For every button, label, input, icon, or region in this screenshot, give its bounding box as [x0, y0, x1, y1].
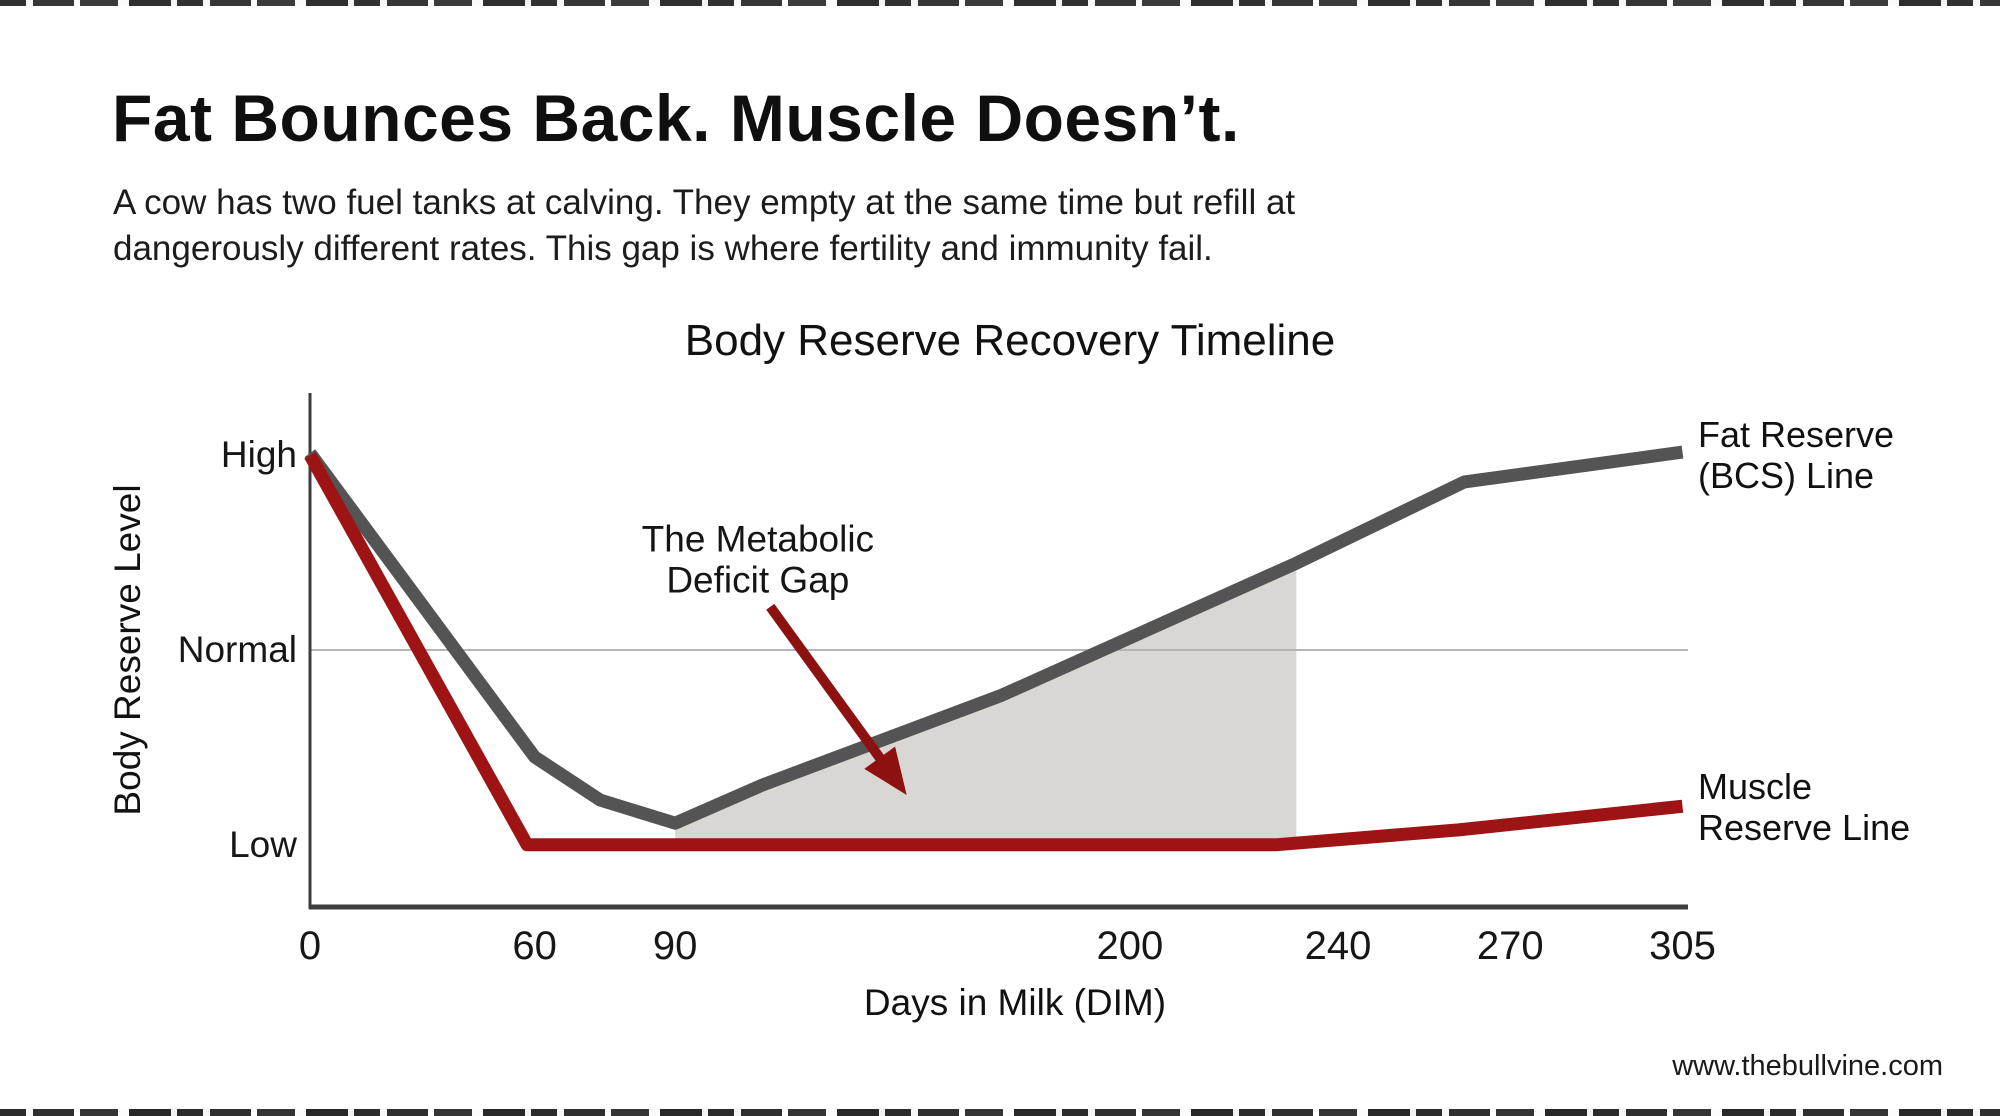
- website-url: www.thebullvine.com: [1672, 1050, 1943, 1082]
- legend-fat-line-2: (BCS) Line: [1698, 455, 1875, 497]
- legend-fat-reserve: Fat Reserve (BCS) Line: [1698, 414, 1894, 496]
- subtitle-line-2: dangerously different rates. This gap is…: [113, 229, 1213, 269]
- x-tick-label-90: 90: [652, 924, 698, 968]
- y-tick-label-normal: Normal: [177, 629, 297, 670]
- deficit-gap-label-line-2: Deficit Gap: [666, 559, 850, 601]
- x-tick-label-0: 0: [298, 924, 322, 968]
- annotation-arrow-head: [864, 746, 907, 795]
- deficit-gap-annotation: The Metabolic Deficit Gap: [642, 519, 874, 600]
- x-tick-label-305: 305: [1649, 924, 1716, 968]
- legend-muscle-line-1: Muscle: [1698, 766, 1813, 807]
- x-tick-label-60: 60: [512, 924, 557, 968]
- x-tick-label-240: 240: [1304, 924, 1372, 968]
- deficit-gap-label-line-1: The Metabolic: [641, 518, 875, 560]
- x-axis-title: Days in Milk (DIM): [863, 982, 1167, 1023]
- page-title: Fat Bounces Back. Muscle Doesn’t.: [112, 81, 1240, 155]
- y-tick-label-low: Low: [229, 823, 297, 865]
- cropped-text-artifact-bottom: [0, 1109, 2000, 1116]
- annotation-arrow-shaft: [766, 603, 896, 778]
- series-line-fat: [304, 445, 1684, 830]
- x-tick-label-200: 200: [1096, 924, 1164, 968]
- legend-muscle-reserve: Muscle Reserve Line: [1698, 766, 1910, 848]
- y-tick-label-high: High: [220, 434, 297, 476]
- series-line-muscle: [304, 452, 1684, 852]
- page-subtitle: A cow has two fuel tanks at calving. The…: [113, 180, 1295, 272]
- cropped-text-artifact-top: [0, 0, 2000, 6]
- subtitle-line-1: A cow has two fuel tanks at calving. The…: [113, 183, 1296, 222]
- legend-muscle-line-2: Reserve Line: [1698, 807, 1911, 849]
- x-tick-label-270: 270: [1476, 924, 1544, 968]
- chart-title: Body Reserve Recovery Timeline: [684, 316, 1336, 365]
- legend-fat-line-1: Fat Reserve: [1698, 414, 1895, 455]
